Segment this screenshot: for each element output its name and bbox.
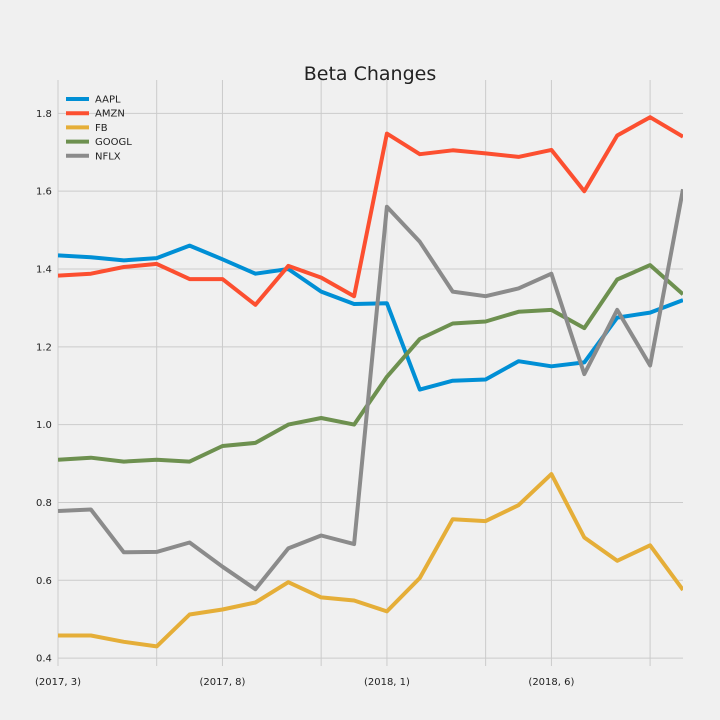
x-tick-labels: (2017, 3) (2017, 8) (2018, 1) (2018, 6) [35,677,574,688]
chart-title: Beta Changes [304,63,437,85]
series-lines [58,115,683,649]
x-tick-label: (2018, 1) [364,677,410,688]
series-line-amzn [58,115,683,307]
legend-label-amzn: AMZN [95,109,125,120]
y-tick-label: 0.8 [36,498,52,509]
x-tick-label: (2017, 3) [35,677,81,688]
legend-label-aapl: AAPL [95,95,121,106]
y-tick-label: 1.2 [36,342,52,353]
y-tick-label: 1.4 [36,264,52,275]
legend-label-fb: FB [95,123,108,134]
x-tick-label: (2018, 6) [528,677,574,688]
x-tick-label: (2017, 8) [199,677,245,688]
series-line-fb [58,472,683,649]
legend-label-googl: GOOGL [95,137,132,148]
legend: AAPL AMZN FB GOOGL NFLX [66,95,132,162]
series-line-googl [58,263,683,464]
y-tick-label: 0.6 [36,576,52,587]
legend-label-nflx: NFLX [95,151,121,162]
y-tick-label: 0.4 [36,654,52,665]
series-line-nflx [58,188,683,592]
y-tick-label: 1.6 [36,187,52,198]
y-tick-labels: 0.4 0.6 0.8 1.0 1.2 1.4 1.6 1.8 [36,109,52,665]
y-tick-label: 1.8 [36,109,52,120]
plot-area [58,115,683,649]
y-tick-label: 1.0 [36,420,52,431]
